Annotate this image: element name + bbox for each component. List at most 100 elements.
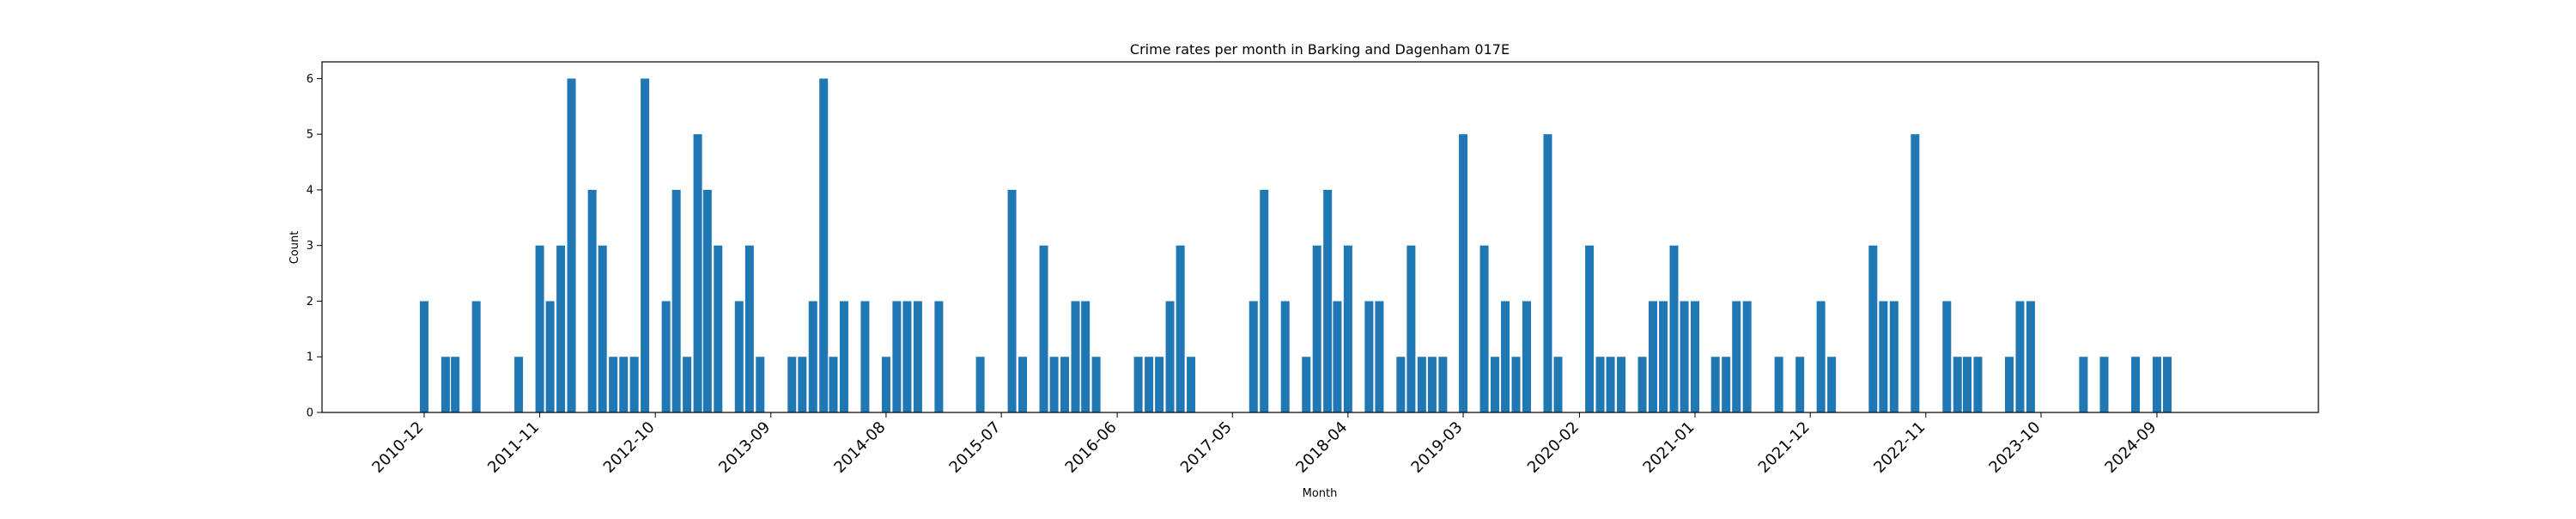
- bar: [641, 78, 650, 413]
- bar: [1879, 301, 1888, 412]
- bar: [1145, 357, 1154, 412]
- x-tick-label: 2021-01: [1640, 418, 1698, 477]
- bar: [1396, 357, 1406, 412]
- bar: [1669, 245, 1679, 412]
- bar: [1491, 357, 1500, 412]
- y-tick-label: 0: [307, 407, 313, 420]
- bar: [787, 357, 797, 412]
- bar: [535, 245, 544, 412]
- bar: [1691, 301, 1700, 412]
- bar: [714, 245, 723, 412]
- plot-area: 0 1 2 3 4 5 6 2010-12 2011-11 2012-10 2013-09 2014-…: [307, 61, 2319, 477]
- bar: [1606, 357, 1615, 412]
- bar: [1406, 245, 1416, 412]
- bar: [1071, 301, 1080, 412]
- bar: [598, 245, 607, 412]
- bar: [1081, 301, 1091, 412]
- bar: [819, 78, 829, 413]
- bar: [902, 301, 912, 412]
- bar: [440, 357, 450, 412]
- bar: [1343, 245, 1352, 412]
- bar: [1962, 357, 1971, 412]
- bar: [1165, 301, 1175, 412]
- bar: [1973, 357, 1983, 412]
- bar: [702, 189, 712, 412]
- bar: [567, 78, 576, 413]
- bar: [1522, 301, 1531, 412]
- bar: [420, 301, 428, 412]
- bar: [1375, 301, 1384, 412]
- bar: [1417, 357, 1426, 412]
- bar: [881, 357, 890, 412]
- bar: [619, 357, 629, 412]
- y-tick-label: 2: [307, 296, 313, 308]
- x-tick-label: 2016-06: [1062, 418, 1121, 477]
- y-tick-label: 3: [307, 240, 313, 253]
- bar: [1553, 357, 1563, 412]
- bar: [1732, 301, 1741, 412]
- bar: [975, 357, 985, 412]
- bar: [1007, 189, 1017, 412]
- bar: [1617, 357, 1626, 412]
- bar: [2026, 301, 2035, 412]
- bar: [1249, 301, 1258, 412]
- bar: [471, 301, 481, 412]
- y-tick-label: 5: [307, 129, 313, 142]
- bar: [629, 357, 639, 412]
- x-tick-label: 2011-11: [484, 418, 543, 477]
- bar: [1427, 357, 1437, 412]
- bar: [693, 134, 702, 412]
- bar: [1018, 357, 1028, 412]
- bar: [556, 245, 566, 412]
- bar: [1827, 357, 1837, 412]
- bar: [934, 301, 944, 412]
- x-tick-label: 2014-08: [830, 418, 889, 477]
- bar: [1312, 245, 1321, 412]
- bar: [2152, 357, 2161, 412]
- bar: [1710, 357, 1720, 412]
- bar: [1911, 134, 1920, 412]
- y-tick-label: 6: [307, 73, 313, 86]
- bar: [1155, 357, 1164, 412]
- bar: [1501, 301, 1510, 412]
- bar: [1816, 301, 1826, 412]
- x-tick-label: 2018-04: [1292, 418, 1351, 477]
- bar: [1049, 357, 1059, 412]
- bar: [913, 301, 922, 412]
- bar: [1133, 357, 1143, 412]
- bar: [1438, 357, 1448, 412]
- y-tick-label: 4: [307, 184, 313, 197]
- bar: [1795, 357, 1805, 412]
- bar: [514, 357, 524, 412]
- x-tick-label: 2017-05: [1177, 418, 1236, 477]
- bar: [756, 357, 765, 412]
- x-tick-label: 2010-12: [368, 418, 427, 477]
- bar: [1868, 245, 1878, 412]
- bar: [1187, 357, 1196, 412]
- bar: [1543, 134, 1552, 412]
- y-axis-label: Count: [289, 231, 301, 265]
- bar: [587, 189, 597, 412]
- bar: [1680, 301, 1689, 412]
- bar: [2131, 357, 2141, 412]
- bar: [451, 357, 460, 412]
- bar: [2099, 357, 2109, 412]
- bar: [1637, 357, 1647, 412]
- bar: [1091, 357, 1101, 412]
- bar: [734, 301, 744, 412]
- bar: [2079, 357, 2088, 412]
- bar: [1511, 357, 1521, 412]
- bar: [1942, 301, 1952, 412]
- x-tick-label: 2020-02: [1524, 418, 1583, 477]
- bar: [2005, 357, 2014, 412]
- bar: [683, 357, 692, 412]
- bar: [1323, 189, 1333, 412]
- axes-frame: [321, 61, 2319, 413]
- x-axis-label: Month: [1303, 487, 1338, 500]
- x-tick-label: 2015-07: [946, 418, 1005, 477]
- bar: [839, 301, 848, 412]
- bar: [609, 357, 618, 412]
- bar: [892, 301, 902, 412]
- bar: [1595, 357, 1605, 412]
